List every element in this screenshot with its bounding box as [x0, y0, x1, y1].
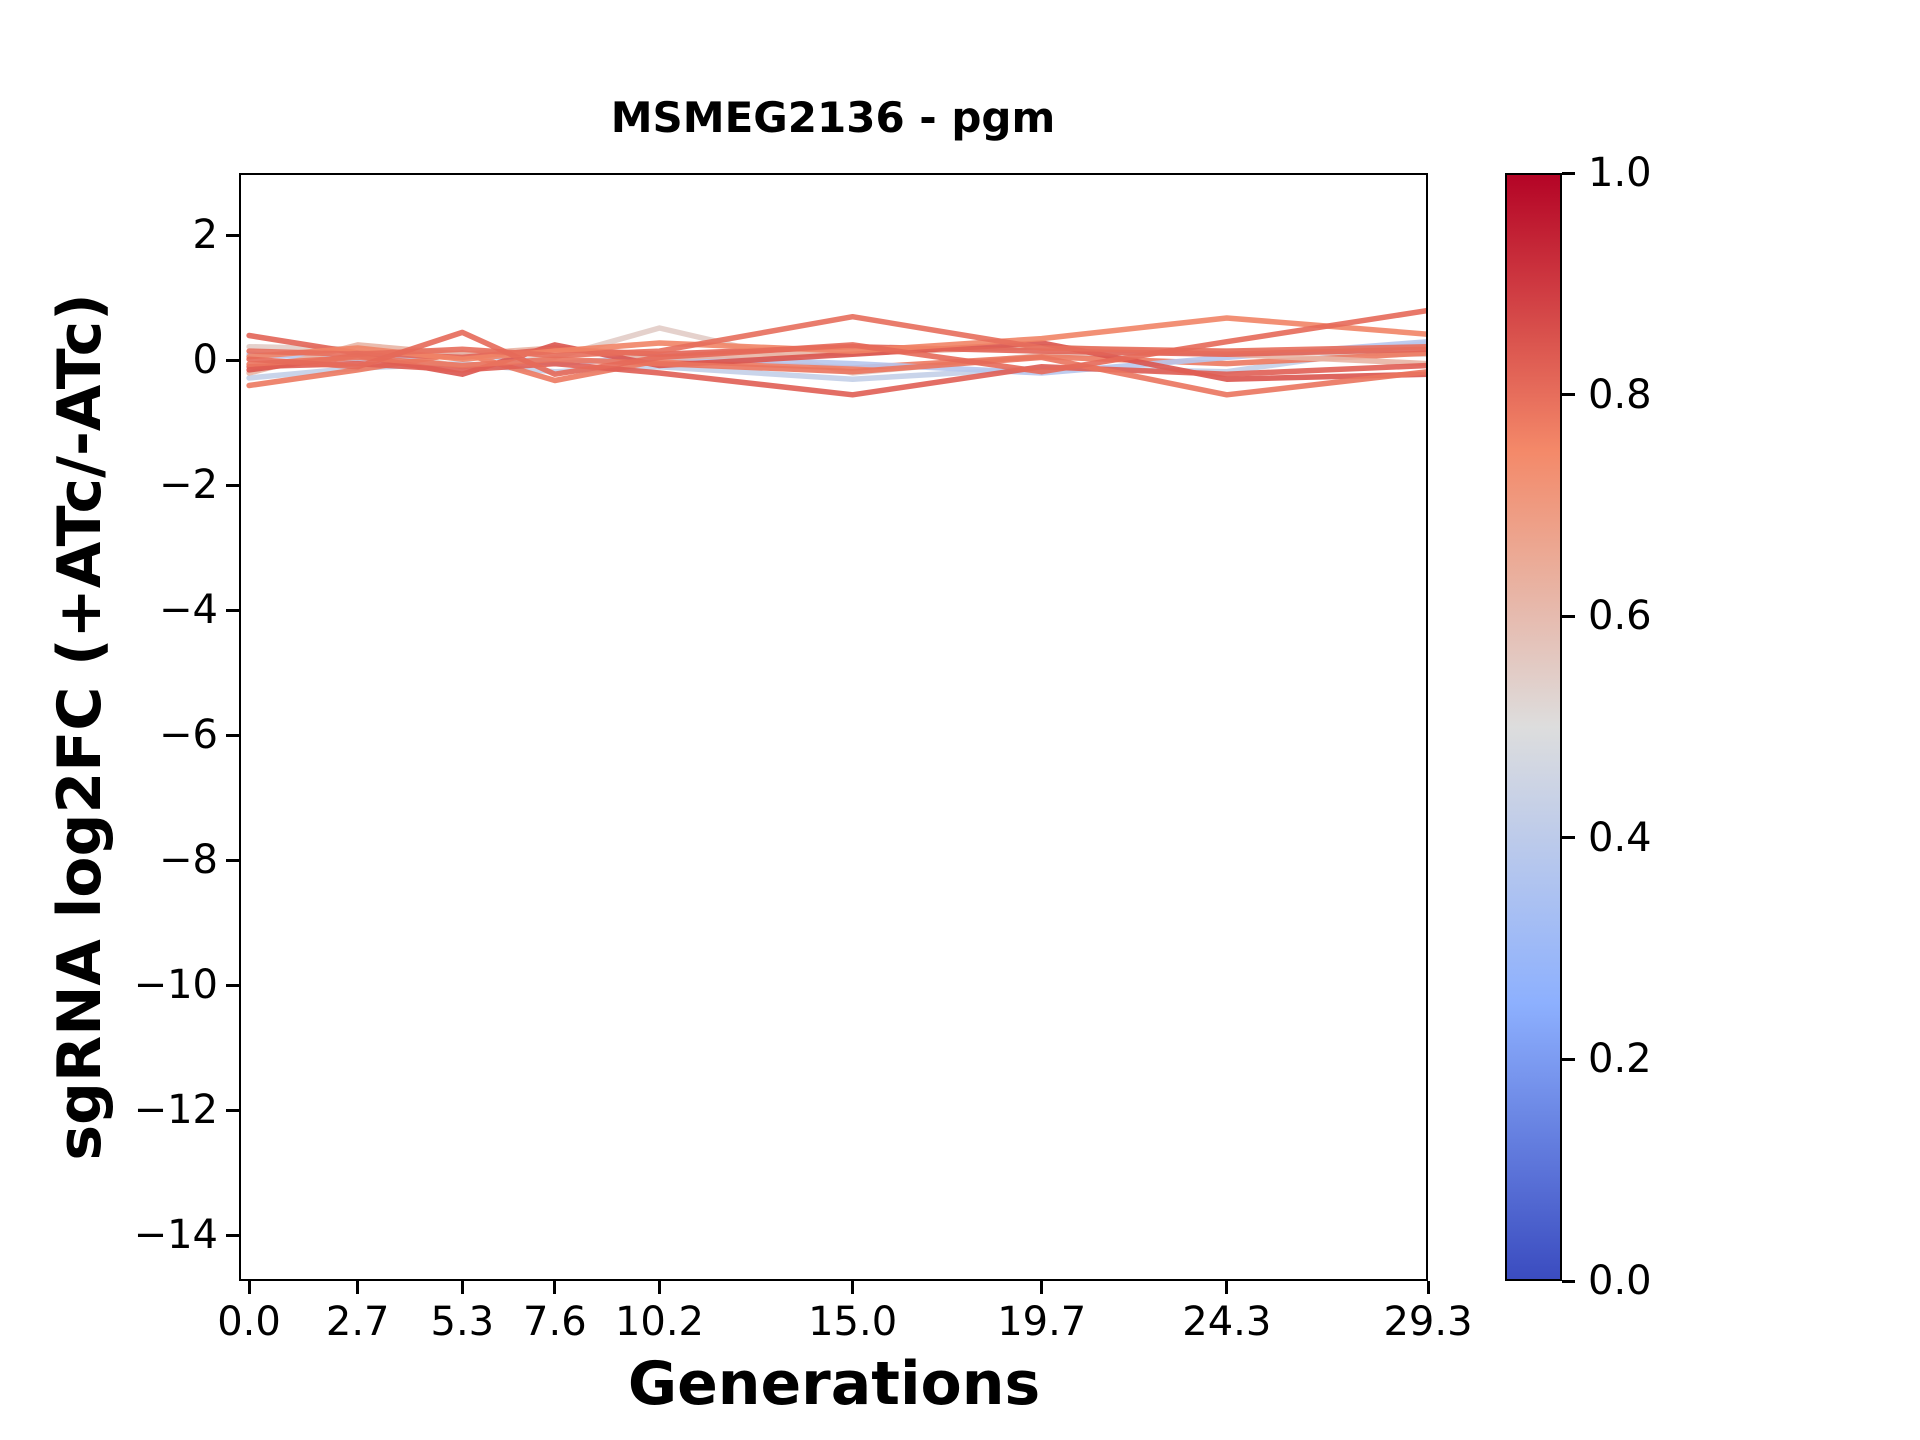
colorbar-tick-mark: [1562, 1279, 1575, 1283]
y-tick-mark: [226, 358, 239, 362]
y-tick-mark: [226, 983, 239, 987]
y-tick-label: 2: [192, 212, 218, 259]
y-tick-label: −2: [159, 462, 218, 509]
x-tick-label: 24.3: [1182, 1299, 1272, 1345]
x-tick-mark: [1225, 1281, 1229, 1294]
x-tick-mark: [460, 1281, 464, 1294]
y-tick-mark: [226, 1108, 239, 1112]
colorbar-tick-mark: [1562, 836, 1575, 840]
y-tick-mark: [226, 1233, 239, 1237]
y-tick-mark: [226, 858, 239, 862]
y-tick-label: −14: [133, 1212, 218, 1259]
x-tick-label: 19.7: [997, 1299, 1087, 1345]
sgrna-line: [246, 307, 1428, 377]
x-tick-label: 0.0: [217, 1299, 281, 1345]
colorbar-tick-mark: [1562, 1057, 1575, 1061]
data-lines-svg: [246, 307, 1428, 398]
y-tick-mark: [226, 608, 239, 612]
colorbar-tick-label: 0.2: [1588, 1036, 1652, 1083]
x-tick-label: 29.3: [1383, 1299, 1473, 1345]
chart-title: MSMEG2136 - pgm: [610, 93, 1056, 142]
y-tick-label: −8: [159, 837, 218, 884]
y-tick-label: −6: [159, 712, 218, 759]
x-tick-mark: [356, 1281, 360, 1294]
x-tick-label: 5.3: [430, 1299, 495, 1345]
colorbar-tick-label: 0.6: [1588, 593, 1652, 640]
y-tick-mark: [226, 733, 239, 737]
x-axis-label: Generations: [627, 1349, 1041, 1419]
colorbar-tick-mark: [1562, 171, 1575, 175]
x-tick-mark: [657, 1281, 661, 1294]
x-tick-mark: [851, 1281, 855, 1294]
colorbar-tick-mark: [1562, 614, 1575, 618]
x-tick-label: 7.6: [523, 1299, 587, 1345]
colorbar-tick-label: 1.0: [1588, 150, 1652, 196]
x-tick-mark: [1040, 1281, 1044, 1294]
colorbar-tick-label: 0.0: [1588, 1258, 1652, 1304]
plot-area: [239, 173, 1428, 1281]
colorbar-gradient: [1505, 173, 1562, 1281]
sgrna-line: [246, 360, 1428, 398]
y-tick-label: −12: [133, 1087, 218, 1134]
x-tick-mark: [553, 1281, 557, 1294]
y-tick-label: −10: [133, 962, 218, 1009]
x-tick-label: 2.7: [325, 1299, 390, 1345]
colorbar-tick-label: 0.4: [1588, 814, 1652, 861]
x-tick-label: 10.2: [614, 1299, 704, 1345]
y-tick-mark: [226, 233, 239, 237]
sgrna-line: [246, 354, 1428, 398]
x-tick-mark: [247, 1281, 251, 1294]
x-tick-label: 15.0: [808, 1299, 898, 1345]
colorbar-tick-label: 0.8: [1588, 371, 1652, 418]
y-tick-label: 0: [192, 337, 218, 384]
y-tick-label: −4: [159, 587, 218, 634]
x-tick-mark: [1426, 1281, 1430, 1294]
colorbar-tick-mark: [1562, 393, 1575, 397]
y-tick-mark: [226, 483, 239, 487]
